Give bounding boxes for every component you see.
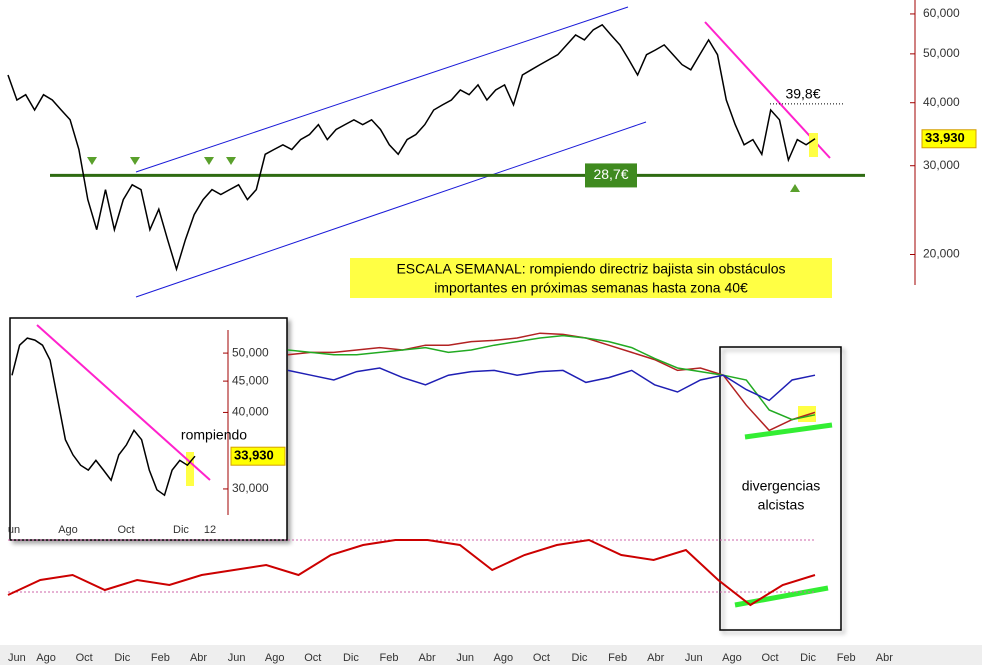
x-tick-label: Jun: [456, 652, 474, 664]
x-tick-label: Dic: [173, 524, 189, 536]
y-tick-label: 40,000: [232, 405, 269, 419]
x-tick-label: 12: [204, 524, 216, 536]
support-label: 28,7€: [593, 166, 628, 182]
x-tick-label: Feb: [380, 652, 399, 664]
x-tick-label: Ago: [265, 652, 285, 664]
y-tick-label: 45,000: [232, 373, 269, 387]
price-line: [287, 367, 816, 402]
y-tick-label: 50,000: [232, 345, 269, 359]
divergence-line: [744, 422, 833, 440]
price-line: [11, 337, 196, 497]
last-price-label: 33,930: [234, 448, 274, 463]
highlight: [186, 452, 194, 486]
x-tick-label: Oct: [533, 652, 550, 664]
arrow: [790, 184, 800, 192]
x-tick-label: Jun: [228, 652, 246, 664]
highlight: [798, 406, 816, 422]
x-tick-label: Abr: [419, 652, 436, 664]
x-tick-label: Ago: [722, 652, 742, 664]
channel-bottom: [135, 121, 647, 298]
x-tick-label: Abr: [647, 652, 664, 664]
x-tick-label: Oct: [76, 652, 93, 664]
arrows: [87, 157, 800, 192]
x-tick-label: Abr: [190, 652, 207, 664]
price-line: [7, 23, 816, 272]
annotation: rompiendo: [181, 427, 247, 443]
x-tick-label: Ago: [58, 524, 78, 536]
x-tick-label: Dic: [114, 652, 130, 664]
x-tick-label: Dic: [343, 652, 359, 664]
channel-top: [135, 6, 629, 173]
price-line: [287, 332, 816, 432]
annotation: alcistas: [758, 497, 805, 513]
x-axis-strip: [0, 645, 982, 665]
last-price-label: 33,930: [925, 130, 965, 145]
arrow: [130, 157, 140, 165]
annotation: importantes en próximas semanas hasta zo…: [434, 280, 748, 296]
x-tick-label: Ago: [36, 652, 56, 664]
highlight: [809, 133, 818, 157]
annotation-box: [350, 258, 832, 298]
price-line: [7, 538, 816, 607]
x-tick-label: Jun: [8, 652, 26, 664]
x-tick-label: Oct: [761, 652, 778, 664]
resistance-label: 39,8€: [785, 86, 820, 102]
x-tick-label: Feb: [608, 652, 627, 664]
y-tick-label: 50,000: [923, 46, 960, 60]
x-tick-label: Jun: [685, 652, 703, 664]
x-tick-label: Oct: [117, 524, 134, 536]
x-tick-label: un: [8, 524, 20, 536]
divergence-box: [719, 346, 842, 631]
arrow: [204, 157, 214, 165]
last-price-box: [230, 446, 286, 466]
price-line: [287, 334, 816, 421]
x-tick-label: Feb: [151, 652, 170, 664]
arrow: [226, 157, 236, 165]
arrow: [87, 157, 97, 165]
inset-downtrend: [36, 324, 211, 481]
y-tick-label: 20,000: [923, 247, 960, 261]
y-tick-label: 30,000: [923, 158, 960, 172]
y-tick-label: 60,000: [923, 6, 960, 20]
label-box: [585, 163, 637, 188]
last-price-box: [921, 129, 977, 149]
x-tick-label: Abr: [876, 652, 893, 664]
x-tick-label: Feb: [837, 652, 856, 664]
x-tick-label: Ago: [494, 652, 514, 664]
annotation: divergencias: [742, 478, 821, 494]
y-tick-label: 30,000: [232, 481, 269, 495]
x-tick-label: Oct: [304, 652, 321, 664]
y-tick-label: 40,000: [923, 95, 960, 109]
divergence-line: [734, 585, 829, 608]
x-tick-label: Dic: [800, 652, 816, 664]
x-tick-label: Dic: [572, 652, 588, 664]
annotation: ESCALA SEMANAL: rompiendo directriz baji…: [396, 261, 785, 277]
